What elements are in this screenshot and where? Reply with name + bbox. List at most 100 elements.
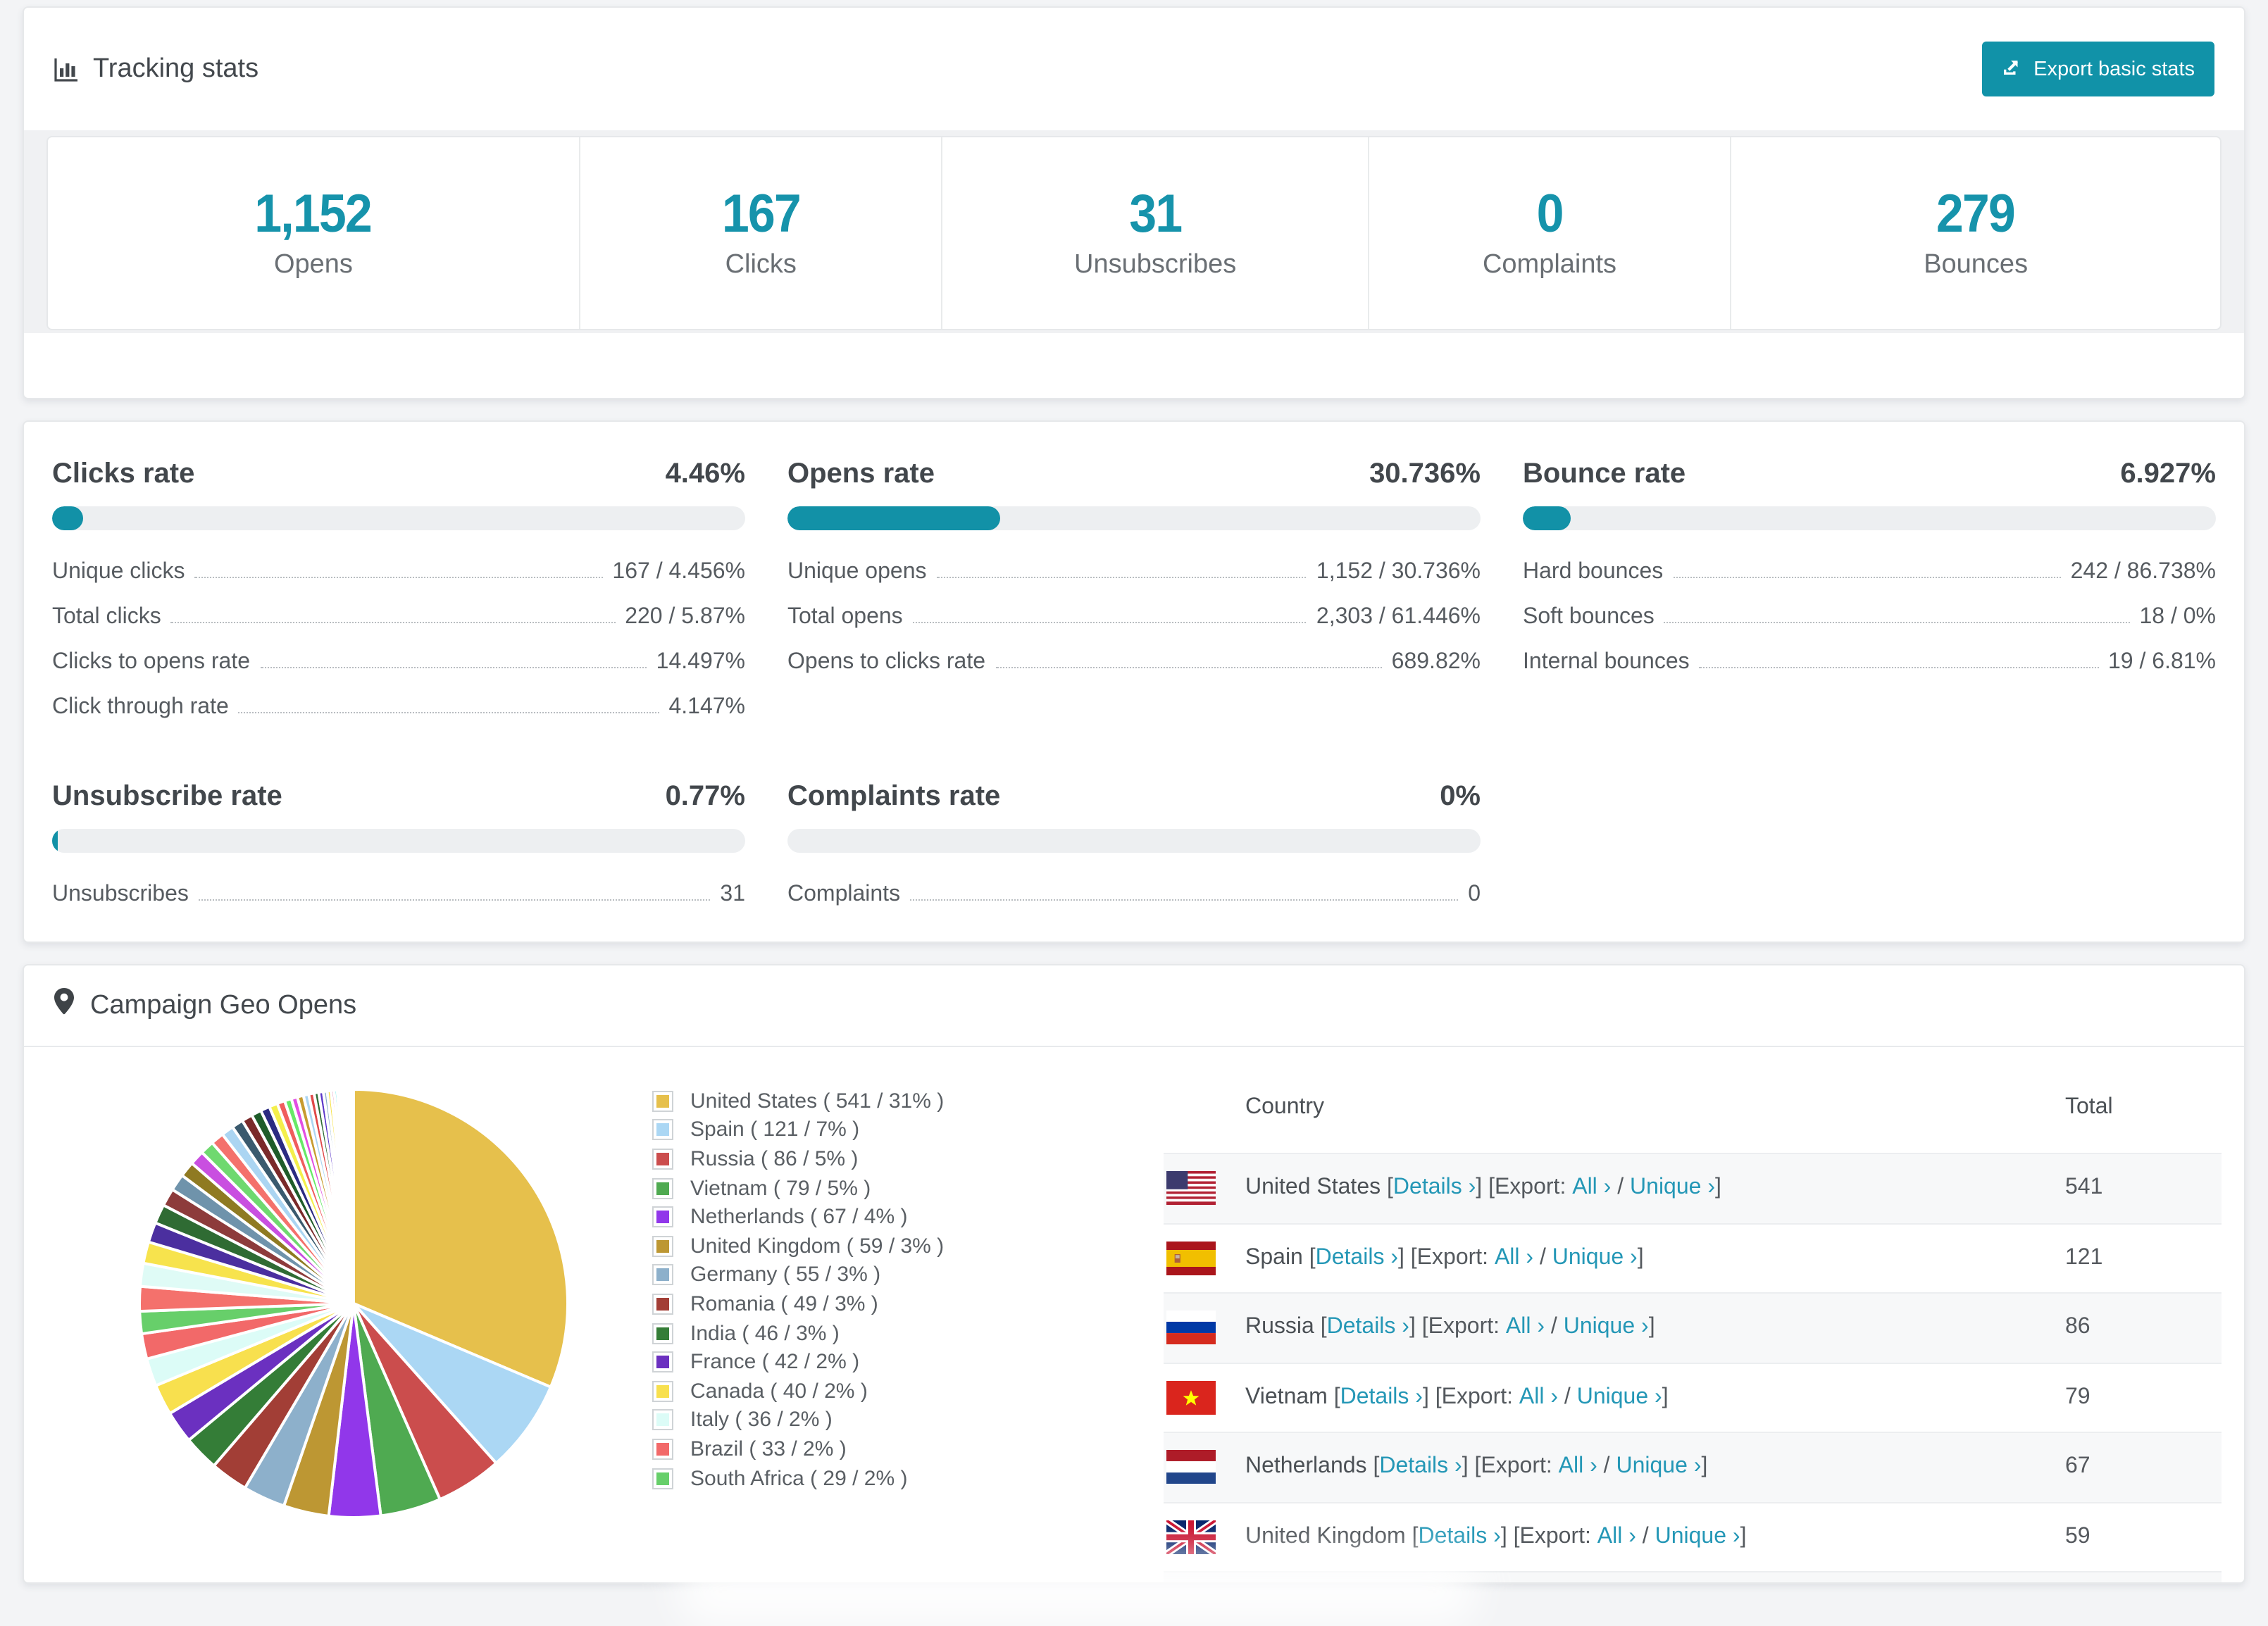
- rate-head: Opens rate 30.736%: [787, 458, 1481, 491]
- export-all-link[interactable]: All ›: [1558, 1454, 1597, 1479]
- rates-card: Clicks rate 4.46% Unique clicks 167 / 4.456…: [23, 420, 2245, 943]
- legend-label: United Kingdom ( 59 / 3% ): [690, 1234, 945, 1258]
- rate-row-label: Opens to clicks rate: [787, 650, 985, 674]
- rate-row-value: 0: [1468, 882, 1481, 906]
- export-unique-link[interactable]: Unique ›: [1552, 1245, 1638, 1270]
- rate-row-value: 19 / 6.81%: [2108, 650, 2216, 674]
- rate-row-value: 4.147%: [668, 695, 745, 719]
- legend-item-united-kingdom[interactable]: United Kingdom ( 59 / 3% ): [652, 1232, 1164, 1261]
- legend-label: Germany ( 55 / 3% ): [690, 1263, 881, 1287]
- column-header-country: Country: [1245, 1094, 1325, 1118]
- export-unique-link[interactable]: Unique ›: [1655, 1524, 1740, 1549]
- rate-row: Total opens 2,303 / 61.446%: [787, 595, 1481, 640]
- legend-item-russia[interactable]: Russia ( 86 / 5% ): [652, 1144, 1164, 1173]
- rate-row-value: 31: [720, 882, 745, 906]
- rate-row-value: 2,303 / 61.446%: [1316, 605, 1481, 629]
- leader-dots: [995, 667, 1382, 668]
- legend-item-vietnam[interactable]: Vietnam ( 79 / 5% ): [652, 1174, 1164, 1203]
- legend-swatch: [652, 1177, 673, 1199]
- details-link[interactable]: Details ›: [1392, 1175, 1476, 1200]
- export-all-link[interactable]: All ›: [1572, 1175, 1612, 1200]
- rate-rows: Hard bounces 242 / 86.738% Soft bounces 18 …: [1523, 550, 2216, 685]
- legend-item-netherlands[interactable]: Netherlands ( 67 / 4% ): [652, 1203, 1164, 1232]
- flag-icon-vn: [1166, 1380, 1216, 1415]
- details-link[interactable]: Details ›: [1326, 1315, 1409, 1339]
- stat-bounces: 279 Bounces: [1731, 137, 2220, 329]
- country-name: Vietnam: [1245, 1384, 1328, 1409]
- export-all-link[interactable]: All ›: [1494, 1245, 1534, 1270]
- details-link[interactable]: Details ›: [1379, 1454, 1462, 1479]
- legend-item-italy[interactable]: Italy ( 36 / 2% ): [652, 1406, 1164, 1434]
- rate-row-value: 242 / 86.738%: [2070, 560, 2216, 584]
- geo-table-row-germany: Germany [Details ›] [Export: All › / Uni…: [1164, 1571, 2222, 1582]
- legend-item-canada[interactable]: Canada ( 40 / 2% ): [652, 1377, 1164, 1406]
- summary-band: 1,152 Opens 167 Clicks 31 Unsubscribes 0 Compla…: [24, 130, 2244, 333]
- details-link[interactable]: Details ›: [1418, 1524, 1501, 1549]
- tracking-stats-header: Tracking stats Export basic stats: [24, 8, 2244, 130]
- country-total: 541: [2065, 1175, 2103, 1200]
- legend-item-romania[interactable]: Romania ( 49 / 3% ): [652, 1289, 1164, 1318]
- export-unique-link[interactable]: Unique ›: [1563, 1315, 1649, 1339]
- legend-item-india[interactable]: India ( 46 / 3% ): [652, 1319, 1164, 1348]
- geo-table-header: Country Total: [1164, 1061, 2222, 1153]
- pie-slice: [352, 1087, 569, 1389]
- legend-item-brazil[interactable]: Brazil ( 33 / 2% ): [652, 1434, 1164, 1463]
- rate-row: Clicks to opens rate 14.497%: [52, 640, 745, 685]
- geo-table-row-russia: Russia [Details ›] [Export: All › / Uniq…: [1164, 1292, 2222, 1362]
- export-unique-link[interactable]: Unique ›: [1616, 1454, 1702, 1479]
- geo-opens-title: Campaign Geo Opens: [90, 990, 357, 1020]
- rate-progress-fill: [1523, 506, 1571, 530]
- flag-icon-nl: [1166, 1450, 1216, 1484]
- export-all-link[interactable]: All ›: [1519, 1384, 1559, 1409]
- export-unique-link[interactable]: Unique ›: [1576, 1384, 1662, 1409]
- stat-unsubscribes: 31 Unsubscribes: [943, 137, 1369, 329]
- country-name: United States: [1245, 1175, 1381, 1200]
- legend-item-france[interactable]: France ( 42 / 2% ): [652, 1348, 1164, 1377]
- stat-value: 0: [1536, 185, 1564, 244]
- rate-value: 0.77%: [665, 781, 745, 812]
- flag-icon-gb: [1166, 1520, 1216, 1554]
- rate-row-label: Total opens: [787, 605, 903, 629]
- rate-rows: Complaints 0: [787, 873, 1481, 918]
- rate-title: Unsubscribe rate: [52, 781, 282, 812]
- rate-progress-fill: [787, 506, 1001, 530]
- legend-item-germany[interactable]: Germany ( 55 / 3% ): [652, 1261, 1164, 1289]
- legend-item-south-africa[interactable]: South Africa ( 29 / 2% ): [652, 1463, 1164, 1492]
- legend-label: United States ( 541 / 31% ): [690, 1089, 945, 1113]
- rate-head: Complaints rate 0%: [787, 781, 1481, 813]
- leader-dots: [260, 667, 647, 668]
- rate-title: Bounce rate: [1523, 458, 1686, 489]
- country-name: Spain: [1245, 1245, 1303, 1270]
- legend-item-spain[interactable]: Spain ( 121 / 7% ): [652, 1115, 1164, 1144]
- geo-table: Country Total United States [Details ›] …: [1164, 1061, 2222, 1582]
- rate-row: Unsubscribes 31: [52, 873, 745, 918]
- rate-value: 30.736%: [1369, 458, 1481, 489]
- legend-label: Spain ( 121 / 7% ): [690, 1118, 860, 1142]
- pie-slice: [351, 1087, 355, 1304]
- rate-row-label: Click through rate: [52, 695, 229, 719]
- dashboard: Tracking stats Export basic stats 1,152 O…: [0, 6, 2268, 1626]
- rate-progress-bar: [1523, 506, 2216, 530]
- rate-row: Click through rate 4.147%: [52, 685, 745, 730]
- details-link[interactable]: Details ›: [1315, 1245, 1398, 1270]
- leader-dots: [1673, 577, 2061, 578]
- export-all-link[interactable]: All ›: [1597, 1524, 1636, 1549]
- export-basic-stats-button[interactable]: Export basic stats: [1981, 42, 2214, 96]
- legend-label: India ( 46 / 3% ): [690, 1321, 840, 1346]
- legend-swatch: [652, 1293, 673, 1315]
- legend-item-united-states[interactable]: United States ( 541 / 31% ): [652, 1087, 1164, 1115]
- export-unique-link[interactable]: Unique ›: [1630, 1175, 1715, 1200]
- legend-label: Netherlands ( 67 / 4% ): [690, 1205, 908, 1230]
- country-total: 79: [2065, 1384, 2091, 1409]
- leader-dots: [238, 712, 659, 713]
- export-all-link[interactable]: All ›: [1505, 1315, 1545, 1339]
- rate-row-label: Clicks to opens rate: [52, 650, 251, 674]
- leader-dots: [936, 577, 1307, 578]
- rate-panel-complaints: Complaints rate 0% Complaints 0: [787, 781, 1481, 918]
- details-link[interactable]: Details ›: [1340, 1384, 1423, 1409]
- rate-row-value: 220 / 5.87%: [625, 605, 745, 629]
- stat-complaints: 0 Complaints: [1369, 137, 1732, 329]
- rate-rows: Unique opens 1,152 / 30.736% Total opens 2,…: [787, 550, 1481, 685]
- legend-swatch: [652, 1468, 673, 1489]
- leader-dots: [198, 899, 711, 901]
